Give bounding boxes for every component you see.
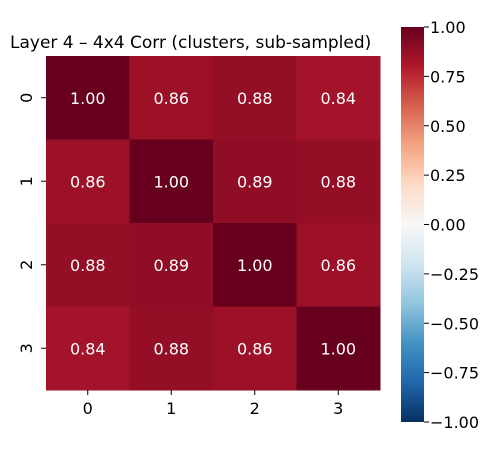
heatmap-cell	[46, 223, 130, 307]
colorbar-tick-label: 0.25	[430, 166, 466, 185]
heatmap-cell	[213, 223, 297, 307]
cell-value-label: 0.84	[320, 89, 356, 108]
x-tick-label: 2	[250, 399, 260, 418]
colorbar-gradient	[401, 27, 424, 422]
y-axis: 0 1 2 3	[17, 93, 46, 353]
cell-value-label: 0.88	[153, 339, 189, 358]
cell-value-label: 0.84	[70, 339, 106, 358]
heatmap-cell	[46, 56, 130, 140]
cell-value-label: 0.88	[320, 172, 356, 191]
cell-value-label: 0.88	[70, 256, 106, 275]
y-tick-label: 0	[17, 93, 36, 103]
cell-value-label: 0.89	[237, 172, 273, 191]
cell-value-label: 1.00	[237, 256, 273, 275]
heatmap-cell	[129, 306, 214, 391]
colorbar-tick-label: 1.00	[430, 18, 466, 37]
x-axis: 0 1 2 3	[83, 390, 343, 418]
cell-value-label: 0.86	[320, 256, 356, 275]
heatmap-cell	[213, 306, 297, 391]
cell-value-label: 0.89	[153, 256, 189, 275]
cell-value-label: 1.00	[70, 89, 106, 108]
cell-value-label: 0.86	[70, 172, 106, 191]
heatmap-cell	[213, 56, 297, 140]
heatmap-cell	[46, 306, 130, 391]
heatmap-cell	[129, 139, 214, 224]
x-tick-label: 3	[333, 399, 343, 418]
heatmap-cell	[296, 139, 381, 224]
colorbar-ticks: 1.00 0.75 0.50 0.25 0.00 −0.25 −0.50 −0.75 −1.00	[424, 18, 479, 432]
cell-value-label: 0.86	[153, 89, 189, 108]
colorbar-tick-label: 0.75	[430, 67, 466, 86]
colorbar-tick-label: −0.75	[430, 364, 479, 383]
cell-value-label: 1.00	[320, 339, 356, 358]
heatmap-cell	[213, 139, 297, 224]
heatmap-cells	[46, 56, 381, 391]
chart-title: Layer 4 – 4x4 Corr (clusters, sub-sample…	[10, 33, 371, 53]
x-tick-label: 0	[83, 399, 93, 418]
x-tick-label: 1	[166, 399, 176, 418]
colorbar-tick-label: 0.00	[430, 216, 466, 235]
cell-annotations: 1.00 0.86 0.88 0.84 0.86 1.00 0.89 0.88 0.88 0.89…	[70, 89, 356, 359]
colorbar-tick-label: −0.50	[430, 314, 479, 333]
cell-value-label: 1.00	[153, 172, 189, 191]
heatmap-cell	[46, 139, 130, 224]
colorbar-tick-label: 0.50	[430, 117, 466, 136]
colorbar-tick-label: −1.00	[430, 413, 479, 432]
y-tick-label: 2	[17, 260, 36, 270]
y-tick-label: 3	[17, 343, 36, 353]
heatmap-cell	[296, 306, 381, 391]
heatmap-cell	[129, 56, 214, 140]
y-tick-label: 1	[17, 176, 36, 186]
heatmap-cell	[296, 223, 381, 307]
heatmap-cell	[296, 56, 381, 140]
cell-value-label: 0.86	[237, 339, 273, 358]
colorbar-tick-label: −0.25	[430, 265, 479, 284]
heatmap-cell	[129, 223, 214, 307]
cell-value-label: 0.88	[237, 89, 273, 108]
colorbar: 1.00 0.75 0.50 0.25 0.00 −0.25 −0.50 −0.75 −1.00	[401, 18, 479, 432]
